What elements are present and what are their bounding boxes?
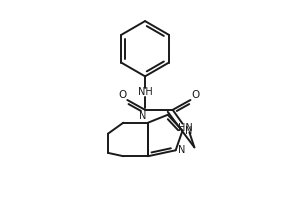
Text: N: N — [178, 145, 185, 155]
Text: N: N — [140, 111, 147, 121]
Text: HN: HN — [178, 123, 193, 133]
Text: O: O — [191, 90, 200, 100]
Text: O: O — [118, 90, 127, 100]
Text: NH: NH — [138, 87, 152, 97]
Text: N: N — [185, 126, 192, 136]
